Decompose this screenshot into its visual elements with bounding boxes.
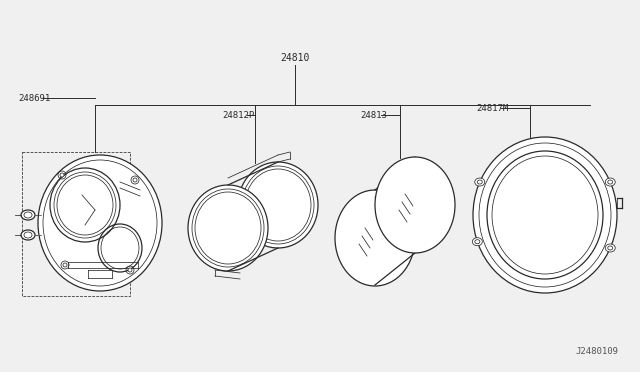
Ellipse shape: [475, 178, 484, 186]
Text: J2480109: J2480109: [575, 347, 618, 356]
Ellipse shape: [335, 190, 415, 286]
Ellipse shape: [188, 185, 268, 271]
Ellipse shape: [128, 268, 132, 272]
Ellipse shape: [21, 210, 35, 220]
Text: 24810: 24810: [280, 53, 310, 63]
Ellipse shape: [605, 244, 615, 252]
Ellipse shape: [38, 155, 162, 291]
Text: 24813: 24813: [360, 110, 387, 119]
Ellipse shape: [375, 157, 455, 253]
Ellipse shape: [238, 162, 318, 248]
Text: 24817M: 24817M: [476, 103, 508, 112]
Text: 248691: 248691: [18, 93, 51, 103]
Ellipse shape: [472, 238, 483, 246]
Ellipse shape: [63, 263, 67, 267]
Ellipse shape: [60, 173, 64, 177]
Ellipse shape: [21, 230, 35, 240]
Text: 24812P: 24812P: [222, 110, 254, 119]
Ellipse shape: [473, 137, 617, 293]
Ellipse shape: [133, 178, 137, 182]
Ellipse shape: [605, 178, 615, 186]
